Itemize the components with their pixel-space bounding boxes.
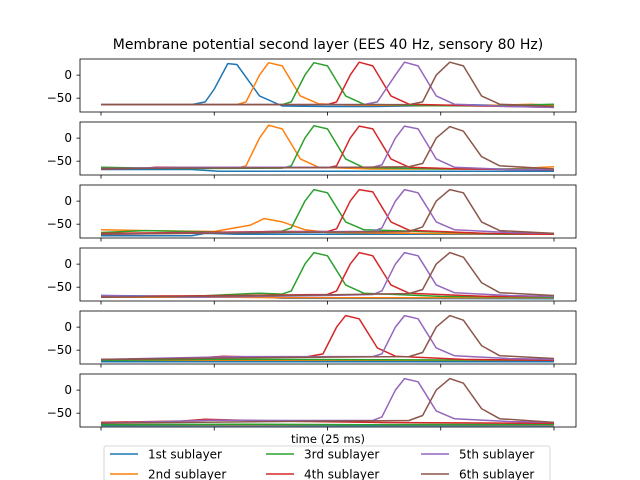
- axes-frame: [79, 184, 577, 239]
- y-tick-label: 0: [64, 194, 72, 208]
- trace-panel2-1st-sublayer: [101, 168, 554, 173]
- y-tick-label: −50: [47, 154, 72, 168]
- trace-panel2-6th-sublayer: [100, 125, 555, 170]
- y-tick-label: −50: [47, 343, 72, 357]
- legend: 1st sublayer 2nd sublayer 3rd sublayer 4th …: [103, 445, 551, 480]
- x-axis-label: time (25 ms): [291, 432, 365, 446]
- y-tick-label: 0: [64, 131, 72, 145]
- trace-panel6-3rd-sublayer: [100, 423, 555, 426]
- chart-title: Membrane potential second layer (EES 40 …: [113, 37, 543, 53]
- legend-label: 4th sublayer: [304, 468, 379, 480]
- y-tick-label: 0: [64, 383, 72, 397]
- panel-1: 0 −50: [47, 58, 577, 116]
- y-tick-label: −50: [47, 217, 72, 231]
- axes-frame: [79, 247, 577, 302]
- legend-label: 2nd sublayer: [148, 468, 226, 480]
- trace-panel6-5th-sublayer: [100, 377, 555, 425]
- legend-label: 5th sublayer: [459, 448, 534, 462]
- panel-6: 0 −50: [47, 373, 577, 431]
- trace-panel1-4th-sublayer: [101, 61, 555, 109]
- trace-panel1-5th-sublayer: [101, 61, 555, 109]
- legend-label: 6th sublayer: [459, 468, 534, 480]
- trace-panel5-3rd-sublayer: [100, 358, 555, 362]
- axes-frame: [79, 58, 577, 113]
- panel-4: 0 −50: [47, 247, 577, 305]
- axes-frame: [79, 373, 577, 428]
- panel-5: 0 −50: [47, 310, 577, 368]
- axes-frame: [79, 121, 577, 176]
- panels: 0 −50 0 −50 0 −50 0 −50 0 −50 0 −50: [47, 58, 577, 431]
- trace-panel1-6th-sublayer: [101, 61, 555, 108]
- panel-2: 0 −50: [47, 121, 577, 179]
- y-tick-label: 0: [64, 257, 72, 271]
- axes-frame: [79, 310, 577, 365]
- y-tick-label: 0: [64, 68, 72, 82]
- trace-panel6-6th-sublayer: [100, 377, 555, 425]
- y-tick-label: 0: [64, 320, 72, 334]
- panel-3: 0 −50: [47, 184, 577, 242]
- legend-label: 3rd sublayer: [304, 448, 379, 462]
- legend-label: 1st sublayer: [148, 448, 222, 462]
- y-tick-label: −50: [47, 91, 72, 105]
- trace-panel3-6th-sublayer: [100, 188, 555, 236]
- y-tick-label: −50: [47, 280, 72, 294]
- trace-panel5-6th-sublayer: [100, 314, 555, 361]
- trace-panel4-6th-sublayer: [100, 251, 555, 299]
- y-tick-label: −50: [47, 406, 72, 420]
